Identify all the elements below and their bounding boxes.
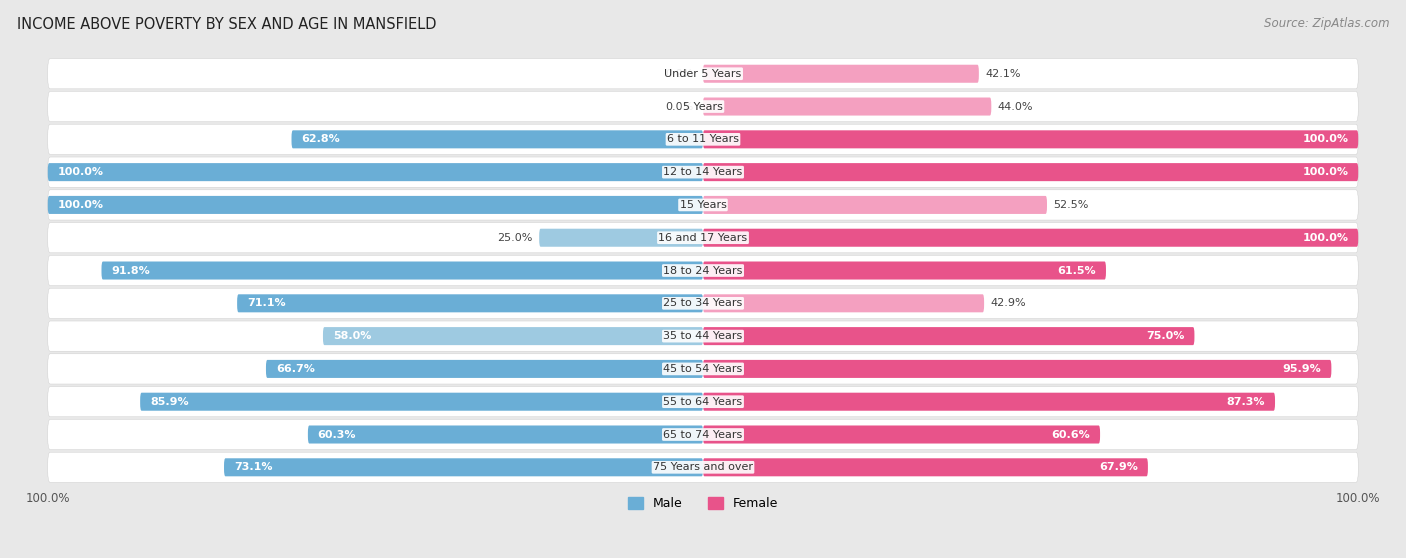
Text: 25.0%: 25.0% <box>498 233 533 243</box>
Text: 87.3%: 87.3% <box>1226 397 1265 407</box>
FancyBboxPatch shape <box>48 163 703 181</box>
Text: 12 to 14 Years: 12 to 14 Years <box>664 167 742 177</box>
Text: 73.1%: 73.1% <box>233 462 273 472</box>
FancyBboxPatch shape <box>703 294 984 312</box>
Text: 5 Years: 5 Years <box>683 102 723 112</box>
FancyBboxPatch shape <box>238 294 703 312</box>
FancyBboxPatch shape <box>323 327 703 345</box>
Text: 100.0%: 100.0% <box>1302 167 1348 177</box>
FancyBboxPatch shape <box>48 387 1358 417</box>
FancyBboxPatch shape <box>48 124 1358 155</box>
Text: 95.9%: 95.9% <box>1282 364 1322 374</box>
FancyBboxPatch shape <box>703 393 1275 411</box>
FancyBboxPatch shape <box>703 426 1099 444</box>
FancyBboxPatch shape <box>48 420 1358 450</box>
Text: 75.0%: 75.0% <box>1146 331 1185 341</box>
FancyBboxPatch shape <box>48 59 1358 89</box>
FancyBboxPatch shape <box>48 196 703 214</box>
Text: 65 to 74 Years: 65 to 74 Years <box>664 430 742 440</box>
Text: 91.8%: 91.8% <box>111 266 150 276</box>
FancyBboxPatch shape <box>538 229 703 247</box>
FancyBboxPatch shape <box>703 65 979 83</box>
Text: 85.9%: 85.9% <box>150 397 188 407</box>
Text: 25 to 34 Years: 25 to 34 Years <box>664 299 742 309</box>
Text: 61.5%: 61.5% <box>1057 266 1097 276</box>
Text: 60.3%: 60.3% <box>318 430 356 440</box>
FancyBboxPatch shape <box>291 131 703 148</box>
Text: 0.0%: 0.0% <box>665 69 693 79</box>
Text: 58.0%: 58.0% <box>333 331 371 341</box>
FancyBboxPatch shape <box>703 163 1358 181</box>
FancyBboxPatch shape <box>101 262 703 280</box>
FancyBboxPatch shape <box>703 262 1107 280</box>
FancyBboxPatch shape <box>266 360 703 378</box>
Text: 16 and 17 Years: 16 and 17 Years <box>658 233 748 243</box>
FancyBboxPatch shape <box>308 426 703 444</box>
Text: 0.0%: 0.0% <box>665 102 693 112</box>
FancyBboxPatch shape <box>703 98 991 116</box>
Text: 52.5%: 52.5% <box>1053 200 1088 210</box>
FancyBboxPatch shape <box>141 393 703 411</box>
Text: INCOME ABOVE POVERTY BY SEX AND AGE IN MANSFIELD: INCOME ABOVE POVERTY BY SEX AND AGE IN M… <box>17 17 436 32</box>
Text: 67.9%: 67.9% <box>1099 462 1137 472</box>
Text: 100.0%: 100.0% <box>58 200 104 210</box>
Text: 44.0%: 44.0% <box>998 102 1033 112</box>
FancyBboxPatch shape <box>48 92 1358 122</box>
Text: 18 to 24 Years: 18 to 24 Years <box>664 266 742 276</box>
Text: Source: ZipAtlas.com: Source: ZipAtlas.com <box>1264 17 1389 30</box>
Text: 35 to 44 Years: 35 to 44 Years <box>664 331 742 341</box>
FancyBboxPatch shape <box>703 327 1195 345</box>
Text: 66.7%: 66.7% <box>276 364 315 374</box>
Text: 42.1%: 42.1% <box>986 69 1021 79</box>
FancyBboxPatch shape <box>48 157 1358 187</box>
Text: 62.8%: 62.8% <box>301 134 340 145</box>
Text: 60.6%: 60.6% <box>1052 430 1090 440</box>
FancyBboxPatch shape <box>703 229 1358 247</box>
FancyBboxPatch shape <box>48 321 1358 351</box>
Text: Under 5 Years: Under 5 Years <box>665 69 741 79</box>
FancyBboxPatch shape <box>703 458 1147 477</box>
Text: 42.9%: 42.9% <box>991 299 1026 309</box>
Text: 45 to 54 Years: 45 to 54 Years <box>664 364 742 374</box>
FancyBboxPatch shape <box>48 452 1358 482</box>
Text: 100.0%: 100.0% <box>1302 134 1348 145</box>
Text: 15 Years: 15 Years <box>679 200 727 210</box>
Text: 71.1%: 71.1% <box>247 299 285 309</box>
Text: 6 to 11 Years: 6 to 11 Years <box>666 134 740 145</box>
FancyBboxPatch shape <box>48 223 1358 253</box>
Text: 75 Years and over: 75 Years and over <box>652 462 754 472</box>
Text: 55 to 64 Years: 55 to 64 Years <box>664 397 742 407</box>
FancyBboxPatch shape <box>703 131 1358 148</box>
FancyBboxPatch shape <box>703 196 1047 214</box>
FancyBboxPatch shape <box>48 256 1358 286</box>
FancyBboxPatch shape <box>48 354 1358 384</box>
FancyBboxPatch shape <box>224 458 703 477</box>
FancyBboxPatch shape <box>48 288 1358 319</box>
Text: 100.0%: 100.0% <box>58 167 104 177</box>
FancyBboxPatch shape <box>703 360 1331 378</box>
Legend: Male, Female: Male, Female <box>623 492 783 516</box>
FancyBboxPatch shape <box>48 190 1358 220</box>
Text: 100.0%: 100.0% <box>1302 233 1348 243</box>
